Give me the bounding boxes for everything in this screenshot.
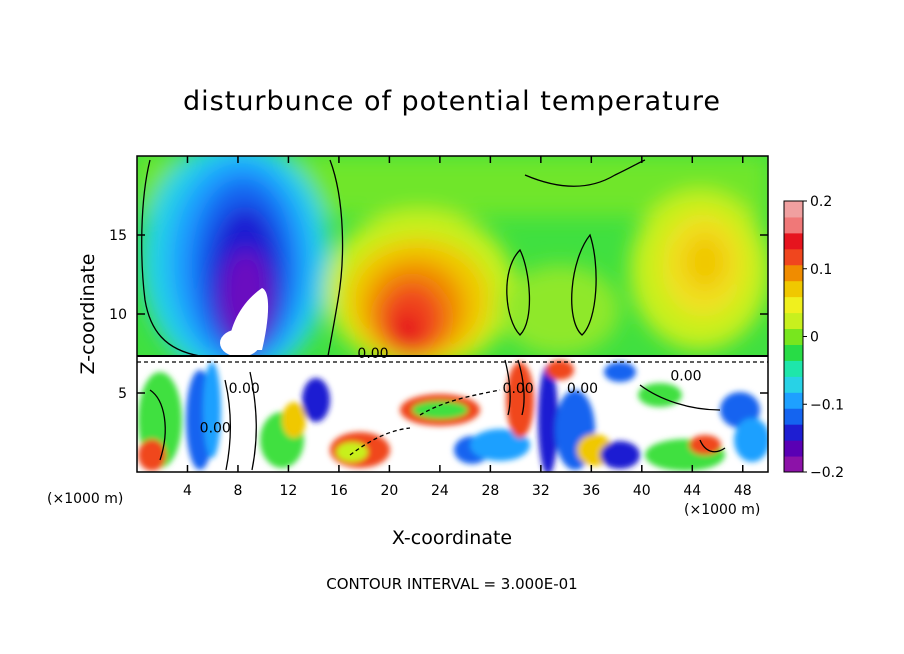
colorbar-segment [784,360,803,377]
colorbar-segment [784,344,803,361]
colorbar-label: 0 [810,330,819,346]
colorbar-segment [784,248,803,266]
x-axis-ticks: 4 8 12 16 20 24 28 32 36 40 44 48 [183,156,752,499]
y-tick-label: 15 [109,228,127,244]
x-tick-label: 32 [532,483,550,499]
colorbar-label: 0.2 [810,194,832,210]
colorbar-segment [784,232,803,250]
x-tick-label: 40 [633,483,651,499]
contour-label: 0.00 [670,368,701,384]
colorbar-segment [784,280,803,298]
colorbar-segment [784,376,803,393]
x-tick-label: 12 [280,483,298,499]
x-tick-label: 24 [431,483,449,499]
x-tick-label: 44 [683,483,701,499]
y-axis-label: Z-coordinate [77,253,99,375]
colorbar-label: −0.1 [810,397,844,413]
x-unit-label-left: (×1000 m) [47,491,124,507]
x-tick-label: 36 [582,483,600,499]
contour-label: 0.00 [200,421,231,437]
x-tick-label: 28 [481,483,499,499]
heatmap-field [137,156,768,472]
contour-label: 0.00 [357,346,388,362]
contour-labels: 0.00 0.00 0.00 0.00 0.00 0.00 [200,346,702,436]
colorbar-label: 0.1 [810,262,832,278]
x-axis-label: X-coordinate [391,527,513,549]
chart-title: disturbunce of potential temperature [183,86,721,117]
colorbar-segment [784,264,803,282]
colorbar-segment [784,424,803,441]
x-unit-label-right: (×1000 m) [684,502,761,518]
contour-label: 0.00 [567,381,598,397]
colorbar-segment [784,312,803,330]
x-tick-label: 8 [233,483,242,499]
contour-label: 0.00 [229,381,260,397]
y-axis-ticks: 5 10 15 [109,228,768,402]
colorbar-segment [784,216,803,234]
y-tick-label: 10 [109,307,127,323]
colorbar-label: −0.2 [810,465,844,481]
colorbar: 0.2 0.1 0 −0.1 −0.2 [783,194,844,481]
colorbar-segment [784,408,803,425]
x-tick-label: 4 [183,483,192,499]
colorbar-segment [784,392,803,409]
x-tick-label: 48 [734,483,752,499]
x-tick-label: 20 [380,483,398,499]
colorbar-segment [784,456,803,473]
contour-label: 0.00 [503,381,534,397]
y-tick-label: 5 [118,386,127,402]
colorbar-segment [784,440,803,457]
colorbar-segment [784,328,803,345]
contour-interval-note: CONTOUR INTERVAL = 3.000E-01 [326,575,578,593]
x-tick-label: 16 [330,483,348,499]
colorbar-segment [784,201,803,218]
colorbar-segment [784,296,803,314]
